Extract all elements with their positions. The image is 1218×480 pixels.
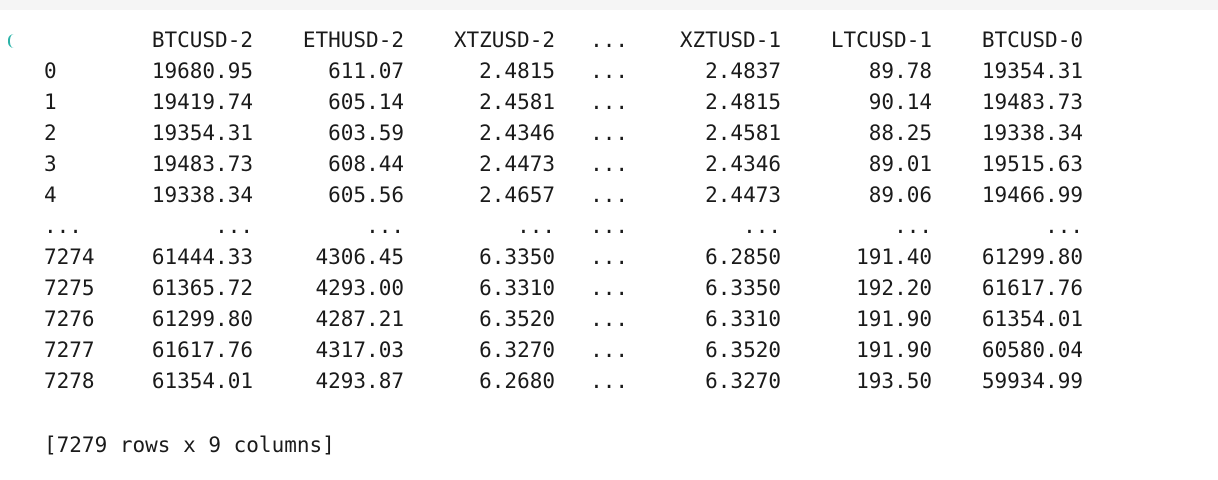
table-cell: ...	[517, 214, 555, 238]
table-cell: ...	[215, 214, 253, 238]
table-cell: 2.4346	[479, 121, 555, 145]
table-cell: 19483.73	[151, 152, 253, 176]
table-cell: 2.4815	[479, 59, 555, 83]
table-cell: 19680.95	[151, 59, 253, 83]
table-cell: 2.4581	[705, 121, 781, 145]
column-header: ETHUSD-2	[302, 28, 404, 52]
cell-top-band	[0, 0, 1218, 10]
table-cell: ...	[590, 307, 628, 331]
table-cell: 19466.99	[981, 183, 1083, 207]
table-cell: ...	[590, 152, 628, 176]
table-cell: ...	[590, 214, 628, 238]
row-index: 7275	[44, 276, 95, 300]
table-cell: 88.25	[868, 121, 932, 145]
table-cell: 6.3270	[705, 369, 781, 393]
table-cell: 6.3520	[479, 307, 555, 331]
column-header: ...	[590, 28, 628, 52]
table-cell: 6.2850	[705, 245, 781, 269]
table-cell: 19515.63	[981, 152, 1083, 176]
table-cell: ...	[590, 121, 628, 145]
row-index: 0	[44, 59, 57, 83]
row-index: 4	[44, 183, 57, 207]
column-header: XTZUSD-2	[453, 28, 555, 52]
table-cell: 4293.00	[315, 276, 404, 300]
row-index: 3	[44, 152, 57, 176]
table-cell: 4317.03	[315, 338, 404, 362]
table-cell: 611.07	[328, 59, 404, 83]
table-cell: 19354.31	[981, 59, 1083, 83]
table-cell: 19419.74	[151, 90, 253, 114]
table-cell: 6.3270	[479, 338, 555, 362]
row-index: 7278	[44, 369, 95, 393]
row-index: ...	[44, 214, 82, 238]
table-cell: ...	[590, 338, 628, 362]
table-cell: ...	[894, 214, 932, 238]
table-cell: 605.14	[328, 90, 404, 114]
table-cell: 191.40	[856, 245, 932, 269]
table-cell: 89.01	[868, 152, 932, 176]
table-cell: 61299.80	[151, 307, 253, 331]
table-cell: 4293.87	[315, 369, 404, 393]
table-cell: 61444.33	[151, 245, 253, 269]
row-index: 2	[44, 121, 57, 145]
table-cell: ...	[743, 214, 781, 238]
table-cell: 61354.01	[981, 307, 1083, 331]
table-cell: ...	[590, 59, 628, 83]
column-header: BTCUSD-2	[151, 28, 253, 52]
table-cell: 61617.76	[981, 276, 1083, 300]
table-cell: 59934.99	[981, 369, 1083, 393]
row-index: 1	[44, 90, 57, 114]
table-cell: 61617.76	[151, 338, 253, 362]
table-cell: ...	[590, 183, 628, 207]
table-cell: 19338.34	[151, 183, 253, 207]
table-cell: 4306.45	[315, 245, 404, 269]
column-header: LTCUSD-1	[830, 28, 932, 52]
table-cell: 89.06	[868, 183, 932, 207]
table-cell: 61354.01	[151, 369, 253, 393]
table-cell: 2.4657	[479, 183, 555, 207]
table-cell: 191.90	[856, 338, 932, 362]
table-cell: 61365.72	[151, 276, 253, 300]
table-cell: 191.90	[856, 307, 932, 331]
table-cell: 6.3310	[705, 307, 781, 331]
cell-collapse-indicator[interactable]	[8, 34, 14, 48]
table-cell: 192.20	[856, 276, 932, 300]
table-cell: ...	[366, 214, 404, 238]
table-cell: 6.3350	[479, 245, 555, 269]
table-cell: ...	[590, 245, 628, 269]
row-index: 7277	[44, 338, 95, 362]
row-index: 7276	[44, 307, 95, 331]
dataframe-summary: [7279 rows x 9 columns]	[44, 433, 335, 457]
table-cell: 19338.34	[981, 121, 1083, 145]
row-index: 7274	[44, 245, 95, 269]
table-cell: 603.59	[328, 121, 404, 145]
table-cell: 4287.21	[315, 307, 404, 331]
table-cell: 193.50	[856, 369, 932, 393]
table-cell: 2.4581	[479, 90, 555, 114]
table-cell: 2.4473	[479, 152, 555, 176]
table-cell: ...	[590, 369, 628, 393]
table-cell: 6.3520	[705, 338, 781, 362]
table-cell: 19483.73	[981, 90, 1083, 114]
table-cell: 6.3350	[705, 276, 781, 300]
table-cell: ...	[590, 276, 628, 300]
table-cell: 2.4837	[705, 59, 781, 83]
table-cell: 89.78	[868, 59, 932, 83]
table-cell: 6.2680	[479, 369, 555, 393]
table-cell: 19354.31	[151, 121, 253, 145]
table-cell: 90.14	[868, 90, 932, 114]
table-cell: ...	[1045, 214, 1083, 238]
table-cell: ...	[590, 90, 628, 114]
table-cell: 60580.04	[981, 338, 1083, 362]
column-header: BTCUSD-0	[981, 28, 1083, 52]
table-cell: 2.4815	[705, 90, 781, 114]
table-cell: 6.3310	[479, 276, 555, 300]
table-cell: 61299.80	[981, 245, 1083, 269]
column-header: XZTUSD-1	[679, 28, 781, 52]
table-cell: 2.4346	[705, 152, 781, 176]
table-cell: 605.56	[328, 183, 404, 207]
table-cell: 2.4473	[705, 183, 781, 207]
table-cell: 608.44	[328, 152, 404, 176]
